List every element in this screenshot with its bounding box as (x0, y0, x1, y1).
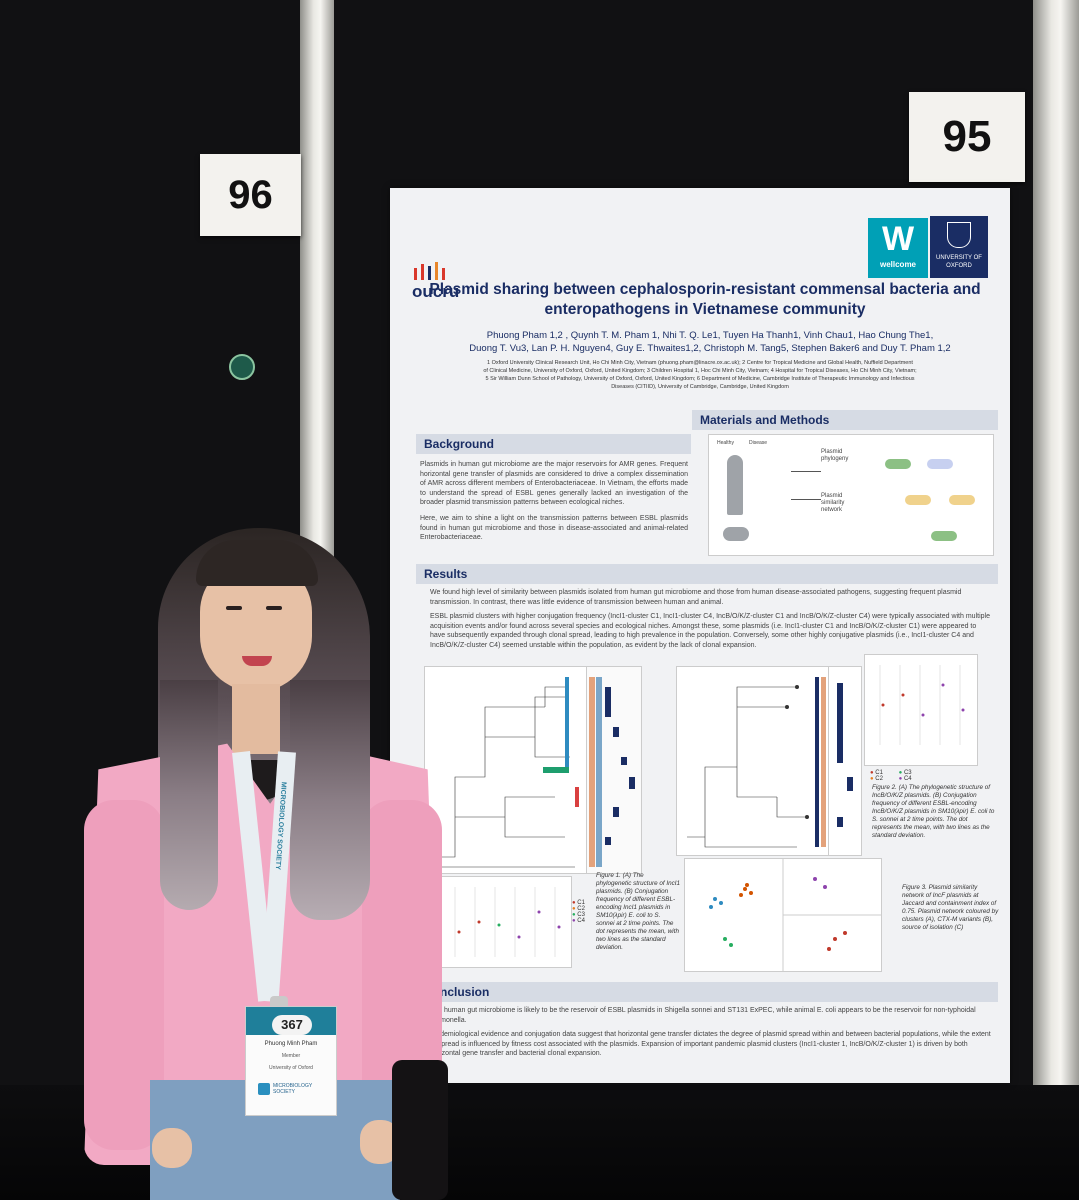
poster: oucru W wellcome UNIVERSITY OF OXFORD Pl… (390, 188, 1010, 1083)
affiliations-4: Diseases (CITIID), University of Cambrid… (611, 384, 789, 390)
methods-label-network: Plasmid similarity network (821, 493, 845, 513)
strain-cell (885, 459, 911, 469)
strain-cell (931, 531, 957, 541)
badge-header: 367 (246, 1007, 336, 1035)
sticker (229, 354, 255, 380)
legend-c1: ● C1 (572, 900, 585, 906)
affiliations-1: 1 Oxford University Clinical Research Un… (487, 360, 913, 366)
oucru-mark-icon (414, 262, 445, 280)
person-hand-left (152, 1128, 192, 1168)
methods-heading: Materials and Methods (692, 410, 998, 430)
figure-1-cluster-legend: ● C1 ● C2 ● C3 ● C4 (572, 900, 594, 924)
person-eye-left (226, 606, 242, 610)
poster-title-line2: enteropathogens in Vietnamese community (544, 301, 866, 318)
strain-cell (949, 495, 975, 505)
figure-1-heatmap (586, 666, 642, 874)
oucru-logo: oucru (412, 262, 472, 302)
board-number-right: 95 (909, 92, 1025, 182)
affiliations-2: of Clinical Medicine, University of Oxfo… (483, 368, 917, 374)
methods-label-phylogeny: Plasmid phylogeny (821, 449, 849, 462)
oucru-wordmark: oucru (412, 282, 460, 301)
right-frame-post (1033, 0, 1079, 1200)
board-number-left: 96 (200, 154, 301, 236)
background-paragraph-2: Here, we aim to shine a light on the tra… (420, 515, 688, 541)
figure-2-cluster-legend: ● C1 ● C3 ● C2 ● C4 (870, 770, 950, 782)
results-heading: Results (416, 564, 998, 584)
figure-2-caption: Figure 2. (A) The phylogenetic structure… (872, 784, 995, 839)
person-hair-front-left (160, 680, 218, 910)
methods-label-healthy: Healthy (717, 440, 734, 446)
person-neck (232, 684, 280, 754)
person-hair-front-right (290, 680, 370, 920)
network-arrow (791, 499, 821, 500)
human-figure (727, 455, 743, 515)
results-paragraph-2: ESBL plasmid clusters with higher conjug… (430, 613, 990, 649)
poster-title-line1: Plasmid sharing between cephalosporin-re… (429, 281, 981, 298)
figure-2-conjugation-plot (864, 654, 978, 766)
badge-number: 367 (272, 1015, 312, 1035)
legend-c4: ● C4 (898, 776, 912, 782)
figure-1-caption: Figure 1. (A) The phylogenetic structure… (596, 872, 681, 951)
phylogeny-arrow (791, 471, 821, 472)
person-mouth (242, 656, 272, 666)
wellcome-logo: W wellcome (868, 218, 928, 278)
oxford-crest-icon (947, 222, 971, 248)
figure-2-heatmap-cells (837, 683, 853, 827)
strain-cell (905, 495, 931, 505)
conclusion-heading: Conclusion (416, 982, 998, 1002)
conclusion-paragraph-1: The human gut microbiome is likely to be… (430, 1007, 976, 1024)
legend-c3: ● C3 (572, 912, 585, 918)
figure-3-caption: Figure 3. Plasmid similarity network of … (902, 884, 999, 931)
pig-figure (723, 527, 749, 541)
badge-org: University of Oxford (269, 1065, 313, 1071)
figure-2-phylogeny (676, 666, 856, 856)
person-bangs (196, 540, 318, 586)
figure-2-dot-plot (879, 665, 965, 745)
authors-line2: Duong T. Vu3, Lan P. H. Nguyen4, Guy E. … (469, 343, 951, 354)
name-badge: 367 Phuong Minh Pham Member University o… (245, 1006, 337, 1116)
legend-c4: ● C4 (572, 918, 585, 924)
background-heading: Background (416, 434, 691, 454)
badge-name: Phuong Minh Pham (264, 1041, 318, 1047)
shoulder-bag (392, 1060, 448, 1200)
lanyard-text: MICROBIOLOGY SOCIETY (273, 781, 287, 871)
figure-1-tree (438, 677, 579, 868)
authors-line1: Phuong Pham 1,2 , Quynh T. M. Pham 1, Nh… (486, 330, 934, 341)
methods-label-disease: Disease (749, 440, 768, 446)
background-paragraph-1: Plasmids in human gut microbiome are the… (420, 461, 688, 506)
figure-1-heatmap-cells (589, 677, 635, 867)
figure-2-heatmap (828, 666, 862, 856)
conclusion-paragraph-2: Epidemiological evidence and conjugation… (430, 1031, 991, 1057)
figure-1-dot-plot (434, 887, 561, 957)
badge-role: Member (281, 1053, 301, 1059)
legend-c3: ● C3 (898, 770, 912, 776)
legend-c2: ● C2 (572, 906, 585, 912)
person-eye-right (266, 606, 282, 610)
figure-3-network-plots (709, 859, 881, 971)
legend-c2: ● C2 (870, 776, 883, 782)
figure-3-networks (684, 858, 882, 972)
figure-1-conjugation-plot (424, 876, 572, 968)
affiliations-3: 5 Sir William Dunn School of Pathology, … (485, 376, 915, 382)
society-mark-icon (258, 1083, 270, 1095)
legend-c1: ● C1 (870, 770, 883, 776)
oxford-logo: UNIVERSITY OF OXFORD (930, 216, 988, 278)
methods-diagram: Healthy Disease Plasmid phylogeny Plasmi… (708, 434, 994, 556)
results-paragraph-1: We found high level of similarity betwee… (430, 589, 962, 606)
badge-society-logo: MICROBIOLOGY SOCIETY (258, 1083, 336, 1095)
strain-cell (927, 459, 953, 469)
